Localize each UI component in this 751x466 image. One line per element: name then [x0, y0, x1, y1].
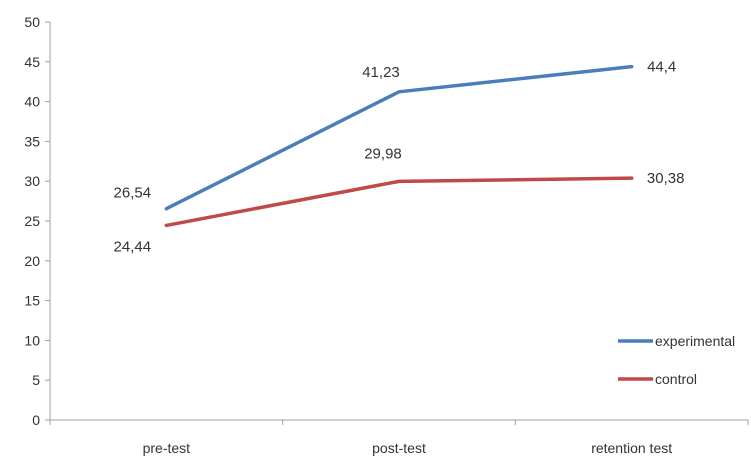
series-layer	[164, 64, 634, 228]
x-tick-label: pre-test	[143, 440, 191, 456]
y-tick-label: 0	[32, 412, 40, 428]
y-tick-label: 35	[24, 133, 40, 149]
y-tick-label: 50	[24, 14, 40, 30]
legend: experimental control	[618, 333, 735, 387]
x-tick-label: post-test	[372, 440, 426, 456]
data-label-experimental: 44,4	[647, 59, 676, 76]
data-label-experimental: 41,23	[362, 64, 400, 81]
data-labels: 26,54 41,23 44,4 24,44 29,98 30,38	[114, 59, 685, 256]
y-tick-label: 5	[32, 372, 40, 388]
x-tick-label: retention test	[591, 440, 672, 456]
data-label-control: 29,98	[364, 145, 402, 162]
data-label-control: 30,38	[647, 170, 685, 187]
y-tick-label: 45	[24, 54, 40, 70]
data-label-control: 24,44	[114, 238, 152, 255]
legend-label-experimental: experimental	[655, 333, 735, 349]
y-tick-label: 25	[24, 213, 40, 229]
data-label-experimental: 26,54	[114, 185, 152, 202]
y-tick-label: 20	[24, 253, 40, 269]
series-line-experimental	[164, 64, 634, 211]
y-tick-label: 40	[24, 94, 40, 110]
y-tick-label: 30	[24, 173, 40, 189]
axes: 0 5 10 15 20 25 30 35 40 45 50 pre-test post-test ret…	[24, 14, 749, 456]
y-tick-label: 10	[24, 332, 40, 348]
y-tick-label: 15	[24, 293, 40, 309]
legend-label-control: control	[655, 371, 697, 387]
series-line-control	[164, 176, 634, 228]
